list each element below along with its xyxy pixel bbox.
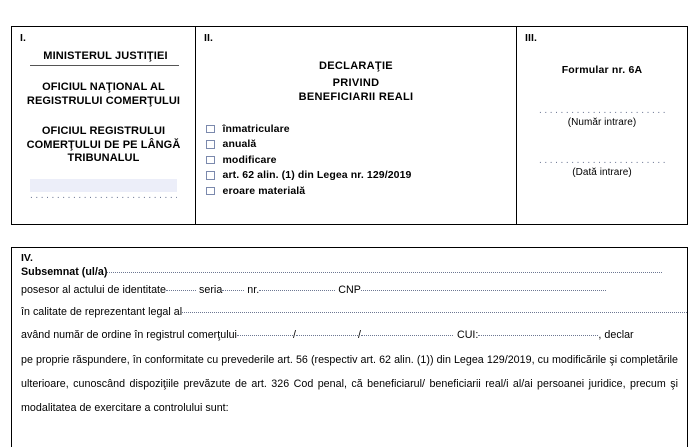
option-inmatriculare[interactable]: înmatriculare	[206, 121, 508, 137]
cui-label: CUI:	[456, 329, 479, 341]
nr-input[interactable]	[259, 282, 336, 291]
office-local-line-3: TRIBUNALUL	[67, 152, 140, 164]
entry-date-input[interactable]: ...........................	[539, 157, 665, 165]
identitate-label: posesor al actului de identitate	[21, 284, 167, 296]
line-registru: având număr de ordine în registrul comer…	[21, 323, 678, 347]
option-label: eroare materială	[222, 184, 306, 197]
ministry-underline	[30, 65, 179, 66]
reprezentant-input[interactable]	[182, 304, 687, 313]
option-anuala[interactable]: anuală	[206, 137, 508, 153]
cnp-label: CNP	[338, 284, 361, 296]
reg-com-input-1[interactable]	[236, 327, 293, 336]
ministry-name: MINISTERUL JUSTIŢIEI	[43, 50, 168, 62]
line-identitate: posesor al actului de identitate seria n…	[21, 281, 678, 300]
section-4-roman: IV.	[21, 252, 33, 264]
office-local-line-2: COMERŢULUI DE PE LÂNGĂ	[26, 138, 181, 151]
table-cell-form-info: III. Formular nr. 6A ...................…	[517, 27, 687, 224]
entry-date-caption: (Dată intrare)	[572, 167, 632, 178]
reg-com-input-3[interactable]	[360, 327, 453, 336]
nr-label: nr.	[247, 284, 260, 296]
checkbox-icon[interactable]	[206, 155, 215, 164]
section-2-roman: II.	[204, 32, 214, 44]
entry-number-input[interactable]: ...........................	[539, 107, 665, 115]
declaration-title-line-2: PRIVIND	[332, 77, 380, 89]
cnp-input[interactable]	[360, 282, 606, 291]
line-reprezentant: în calitate de reprezentant legal al	[21, 300, 687, 324]
declaration-paragraph: pe proprie răspundere, în conformitate c…	[21, 354, 678, 414]
entry-date-group: ........................... (Dată intrar…	[525, 157, 679, 178]
declaration-title: DECLARAŢIE PRIVIND BENEFICIARII REALI	[204, 59, 508, 104]
table-cell-declaration: II. DECLARAŢIE PRIVIND BENEFICIARII REAL…	[196, 27, 517, 224]
tribunal-dotted-line: ..............................	[30, 191, 177, 200]
option-label: modificare	[222, 153, 277, 166]
checkbox-icon[interactable]	[206, 186, 215, 195]
option-label: anuală	[222, 138, 257, 151]
cui-input[interactable]	[478, 327, 599, 336]
seria-label: seria	[199, 284, 223, 296]
section-4-box: IV. Subsemnat (ul/a) posesor al actului …	[11, 247, 688, 447]
checkbox-icon[interactable]	[206, 140, 215, 149]
act-identitate-input[interactable]	[166, 282, 197, 291]
declaration-type-options: înmatriculare anuală modificare art. 62 …	[204, 121, 508, 199]
entry-number-group: ........................... (Număr intra…	[525, 107, 679, 128]
reprezentant-label: în calitate de reprezentant legal al	[21, 306, 183, 318]
option-eroare-materiala[interactable]: eroare materială	[206, 183, 508, 199]
reg-com-input-2[interactable]	[295, 327, 358, 336]
option-label: art. 62 alin. (1) din Legea nr. 129/2019	[222, 169, 412, 182]
seria-input[interactable]	[222, 282, 245, 291]
registru-separator-2: /	[357, 329, 361, 341]
section-3-roman: III.	[525, 32, 538, 44]
checkbox-icon[interactable]	[206, 124, 215, 133]
subsemnat-label: Subsemnat (ul/a)	[21, 266, 108, 278]
option-label: înmatriculare	[222, 122, 290, 135]
registru-separator-1: /	[292, 329, 296, 341]
declaration-title-line-1: DECLARAŢIE	[319, 60, 393, 72]
tribunal-input[interactable]	[30, 178, 177, 192]
office-national-line-2: REGISTRULUI COMERŢULUI	[26, 94, 181, 107]
office-national-line-1: OFICIUL NAŢIONAL AL	[42, 81, 165, 93]
line-subsemnat: Subsemnat (ul/a)	[21, 260, 678, 281]
section-1-roman: I.	[20, 32, 27, 44]
office-local-line-1: OFICIUL REGISTRULUI	[41, 125, 166, 137]
institution-block: MINISTERUL JUSTIŢIEI OFICIUL NAŢIONAL AL…	[20, 50, 187, 200]
form-number: Formular nr. 6A	[561, 64, 643, 76]
office-local-name: OFICIUL REGISTRULUI COMERŢULUI DE PE LÂN…	[20, 125, 187, 166]
subsemnat-input[interactable]	[107, 264, 663, 273]
declar-text: , declar	[598, 329, 634, 341]
registru-label: având număr de ordine în registrul comer…	[21, 329, 237, 341]
option-art-62[interactable]: art. 62 alin. (1) din Legea nr. 129/2019	[206, 168, 508, 184]
checkbox-icon[interactable]	[206, 171, 215, 180]
header-table: I. MINISTERUL JUSTIŢIEI OFICIUL NAŢIONAL…	[11, 26, 688, 225]
option-modificare[interactable]: modificare	[206, 152, 508, 168]
office-national-name: OFICIUL NAŢIONAL AL REGISTRULUI COMERŢUL…	[20, 81, 187, 108]
declaration-title-line-3: BENEFICIARII REALI	[298, 91, 414, 103]
table-cell-institution: I. MINISTERUL JUSTIŢIEI OFICIUL NAŢIONAL…	[12, 27, 196, 224]
entry-number-caption: (Număr intrare)	[567, 117, 637, 128]
